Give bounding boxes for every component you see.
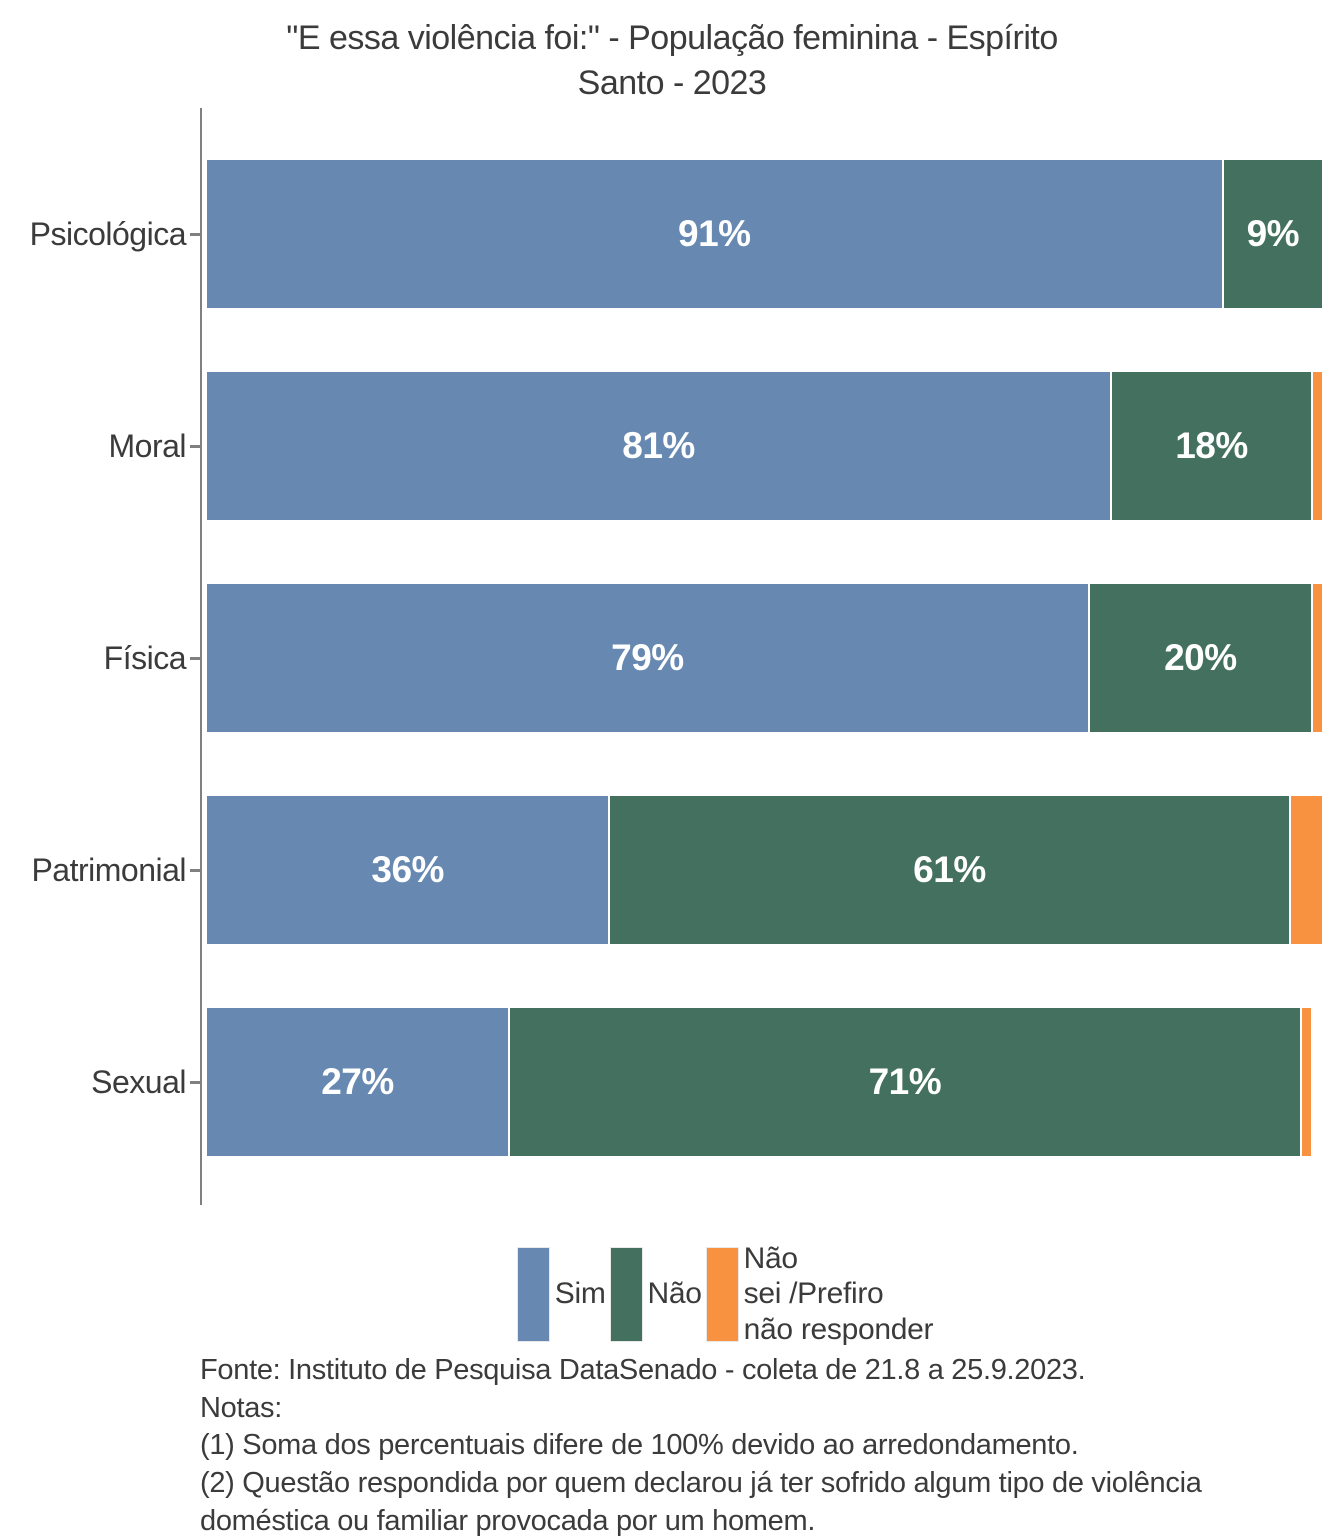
chart-title-line2: Santo - 2023	[577, 64, 767, 103]
bar-segment-nao: 9%	[1221, 160, 1322, 308]
bar-value-label: 20%	[1164, 637, 1237, 678]
bar-segment-nao-sei-prefiro-nao-responder	[1310, 584, 1322, 732]
bar-value-label: 36%	[371, 849, 444, 890]
bar-segment-nao: 20%	[1087, 584, 1311, 732]
bar-track: 91% 9%	[207, 160, 1322, 308]
axis-tick	[190, 232, 200, 236]
legend-item: Não	[609, 1246, 706, 1342]
category-label: Psicológica	[29, 215, 187, 252]
bar-value-label: 79%	[611, 637, 684, 678]
legend-item: Não sei /Prefiro não responder	[705, 1241, 938, 1346]
bar-value-label: 71%	[868, 1061, 942, 1102]
source-note: Fonte: Instituto de Pesquisa DataSenado …	[200, 1354, 1086, 1386]
bar-row: Moral 81% 18%	[0, 340, 1344, 552]
bar-row: Patrimonial 36% 61%	[0, 764, 1344, 976]
bar-track: 81% 18%	[207, 372, 1322, 520]
bar-value-label: 9%	[1246, 213, 1300, 254]
plot-area: Psicológica 91% 9% Moral 81% 18% Física 79% 20% P…	[0, 108, 1344, 1208]
axis-tick	[190, 1080, 200, 1084]
legend-label: Sim	[554, 1277, 606, 1311]
bar-row: Psicológica 91% 9%	[0, 128, 1344, 340]
axis-tick	[190, 656, 200, 660]
category-label: Moral	[108, 427, 186, 464]
bar-segment-sim: 36%	[207, 796, 609, 944]
bar-row: Sexual 27% 71%	[0, 976, 1344, 1188]
bar-row: Física 79% 20%	[0, 552, 1344, 764]
bar-value-label: 91%	[678, 213, 751, 254]
bars-container: Psicológica 91% 9% Moral 81% 18% Física 79% 20% P…	[0, 128, 1344, 1188]
chart-title: "E essa violência foi:" - População femi…	[0, 0, 1344, 108]
category-label: Sexual	[91, 1063, 186, 1100]
bar-track: 79% 20%	[207, 584, 1322, 732]
bar-segment-nao: 18%	[1110, 372, 1311, 520]
legend-swatch-sim	[516, 1246, 550, 1342]
bar-track: 27% 71%	[207, 1008, 1322, 1156]
legend-label: Não	[647, 1277, 702, 1311]
bar-value-label: 27%	[321, 1061, 394, 1102]
category-label: Patrimonial	[31, 851, 186, 888]
bar-value-label: 18%	[1175, 425, 1248, 466]
bar-value-label: 61%	[913, 849, 986, 890]
notes-label: Notas:	[200, 1391, 283, 1424]
bar-segment-sim: 81%	[207, 372, 1111, 520]
bar-segment-nao: 71%	[508, 1008, 1300, 1156]
bar-segment-nao-sei-prefiro-nao-responder	[1288, 796, 1322, 944]
footer-notes: Fonte: Instituto de Pesquisa DataSenado …	[200, 1352, 1270, 1540]
bar-segment-nao: 61%	[608, 796, 1289, 944]
bar-segment-sim: 91%	[207, 160, 1222, 308]
chart-title-line1: "E essa violência foi:" - População femi…	[286, 19, 1058, 57]
y-axis-line	[200, 108, 202, 1205]
axis-tick	[190, 444, 200, 448]
bar-segment-sim: 79%	[207, 584, 1088, 732]
legend-label: Não sei /Prefiro não responder	[743, 1242, 934, 1346]
legend: Sim Não Não sei /Prefiro não responder	[55, 1242, 1344, 1346]
axis-tick	[190, 868, 200, 872]
bar-track: 36% 61%	[207, 796, 1322, 944]
bar-segment-sim: 27%	[207, 1008, 509, 1156]
legend-swatch-nao	[609, 1246, 643, 1342]
bar-segment-nao-sei-prefiro-nao-responder	[1299, 1008, 1311, 1156]
note-1: (1) Soma dos percentuais difere de 100% …	[200, 1429, 1079, 1462]
legend-item: Sim	[516, 1246, 610, 1342]
bar-value-label: 81%	[622, 425, 695, 466]
bar-segment-nao-sei-prefiro-nao-responder	[1310, 372, 1322, 520]
category-label: Física	[103, 639, 187, 676]
note-2: (2) Questão respondida por quem declarou…	[200, 1467, 1202, 1537]
legend-swatch-nao-sei-prefiro-nao-responder	[705, 1246, 739, 1342]
